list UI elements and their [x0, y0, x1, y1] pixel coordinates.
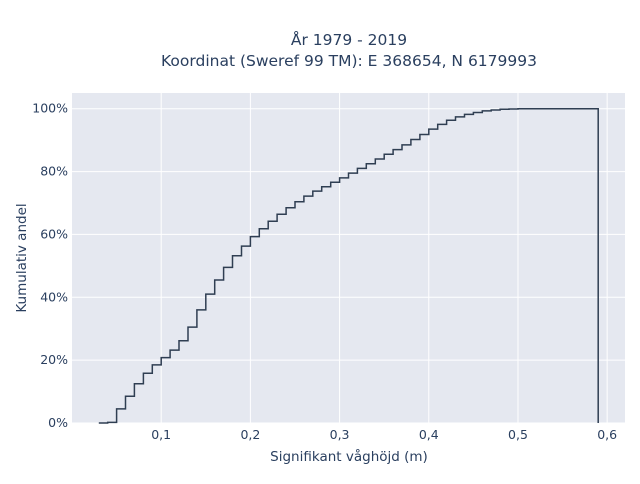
- x-tick-label: 0,2: [240, 427, 260, 442]
- chart-title-line1: År 1979 - 2019: [291, 30, 407, 49]
- cdf-step-line: [98, 107, 599, 424]
- y-tick-label: 0%: [48, 415, 68, 430]
- x-axis-ticks: 0,1 0,2 0,3 0,4 0,5 0,6: [151, 427, 617, 442]
- chart-title-line2: Koordinat (Sweref 99 TM): E 368654, N 61…: [161, 52, 537, 70]
- grid-lines: [72, 93, 625, 424]
- x-tick-label: 0,3: [330, 427, 350, 442]
- y-tick-label: 20%: [40, 352, 68, 367]
- x-tick-label: 0,6: [597, 427, 617, 442]
- y-tick-label: 40%: [40, 289, 68, 304]
- y-tick-label: 100%: [32, 101, 68, 116]
- y-axis-ticks: 0% 20% 40% 60% 80% 100%: [32, 101, 68, 430]
- plot-area-background: [72, 93, 625, 423]
- y-axis-title: Kumulativ andel: [14, 203, 30, 312]
- x-tick-label: 0,4: [419, 427, 439, 442]
- x-axis-title: Signifikant våghöjd (m): [270, 448, 428, 465]
- y-tick-label: 80%: [40, 164, 68, 179]
- x-tick-label: 0,5: [508, 427, 528, 442]
- x-tick-label: 0,1: [151, 427, 171, 442]
- y-tick-label: 60%: [40, 226, 68, 241]
